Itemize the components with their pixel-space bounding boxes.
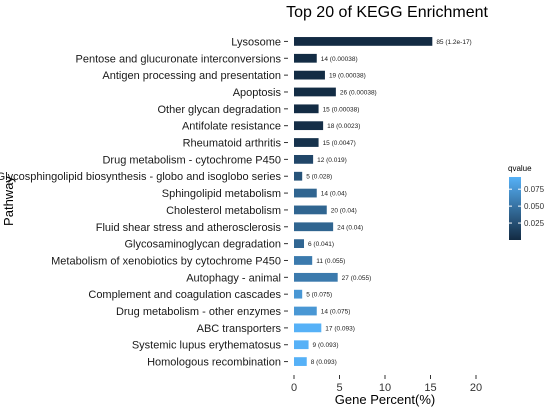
data-label: 5 (0.075) [306,292,332,299]
bar [294,205,327,215]
bar [294,289,303,299]
bar [294,188,317,198]
bar [294,171,303,181]
y-tick-label: Sphingolipid metabolism [162,188,281,200]
data-label: 15 (0.00038) [323,106,360,113]
y-tick-label: Homologous recombination [147,357,281,369]
y-tick-label: Autophagy - animal [186,272,281,284]
x-tick-label: 20 [470,382,482,394]
y-tick-label: Antifolate resistance [182,121,281,133]
y-tick-labels: Lysosome Pentose and glucuronate intercon… [0,36,288,369]
y-tick-label: Antigen processing and presentation [102,70,281,82]
data-label: 18 (0.0023) [327,123,360,130]
chart-title: Top 20 of KEGG Enrichment [286,4,488,21]
y-tick-label: Pentose and glucuronate interconversions [76,53,282,65]
data-label: 8 (0.093) [311,359,337,366]
y-tick-label: Drug metabolism - cytochrome P450 [102,154,281,166]
legend-title: qvalue [508,164,532,173]
legend-ticks: 0.025 0.050 0.075 [509,185,545,228]
y-tick-label: Systemic lupus erythematosus [132,340,282,352]
legend-tick-label: 0.075 [524,185,545,194]
y-tick-label: Other glycan degradation [157,104,281,116]
data-label: 26 (0.00038) [340,89,377,96]
data-label: 6 (0.041) [308,241,334,248]
data-label: 15 (0.0047) [323,140,356,147]
data-label: 17 (0.093) [325,325,355,332]
data-label: 19 (0.00038) [329,73,366,80]
y-axis-label: Pathway [1,176,16,226]
y-tick-label: Lysosome [231,36,281,48]
x-axis-label: Gene Percent(%) [335,392,435,407]
bar [294,323,322,333]
bar [294,256,313,265]
legend-tick-label: 0.050 [524,202,545,211]
y-tick-label: Glycosaminoglycan degradation [124,239,281,251]
data-label: 27 (0.055) [342,275,372,282]
y-tick-label: Apoptosis [233,87,282,99]
data-label: 14 (0.00038) [321,56,358,63]
bar [294,222,334,232]
y-tick-label: ABC transporters [197,323,282,335]
bar [294,121,324,131]
bar [294,138,319,147]
y-tick-label: Rheumatoid arthritis [183,138,282,150]
legend-colorbar [509,177,521,240]
bars-group [294,37,433,366]
bar [294,357,307,366]
bar [294,37,433,46]
x-axis: 0 5 10 15 20 [291,375,482,394]
qvalue-legend: qvalue 0.025 0.050 0.075 [508,164,545,240]
y-tick-label: Metabolism of xenobiotics by cytochrome … [51,255,281,267]
data-labels: 85 (1.2e-17) 14 (0.00038) 19 (0.00038) 26 (… [306,39,472,366]
y-tick-label: Drug metabolism - other enzymes [116,306,282,318]
data-label: 14 (0.075) [321,309,351,316]
bar [294,53,317,63]
legend-tick-label: 0.025 [524,219,545,228]
x-tick-label: 10 [379,382,391,394]
bar [294,272,338,282]
bar [294,104,319,114]
data-label: 85 (1.2e-17) [436,39,471,46]
data-label: 20 (0.04) [331,207,357,214]
data-label: 5 (0.028) [306,174,332,181]
y-tick-label: Glycosphingolipid biosynthesis - globo a… [0,171,281,183]
x-tick-label: 0 [291,382,297,394]
bar [294,70,325,80]
data-label: 11 (0.055) [316,258,345,265]
data-label: 24 (0.04) [337,224,363,231]
bar [294,306,317,316]
y-tick-label: Fluid shear stress and atherosclerosis [96,222,282,234]
data-label: 12 (0.019) [317,157,347,164]
y-tick-label: Complement and coagulation cascades [88,289,281,301]
bar [294,154,314,164]
bar [294,239,305,248]
x-tick-label: 5 [336,382,342,394]
bar [294,340,309,350]
data-label: 9 (0.093) [313,342,339,349]
bar [294,87,336,97]
data-label: 14 (0.04) [321,191,347,198]
y-tick-label: Cholesterol metabolism [166,205,281,217]
x-tick-label: 15 [424,382,436,394]
